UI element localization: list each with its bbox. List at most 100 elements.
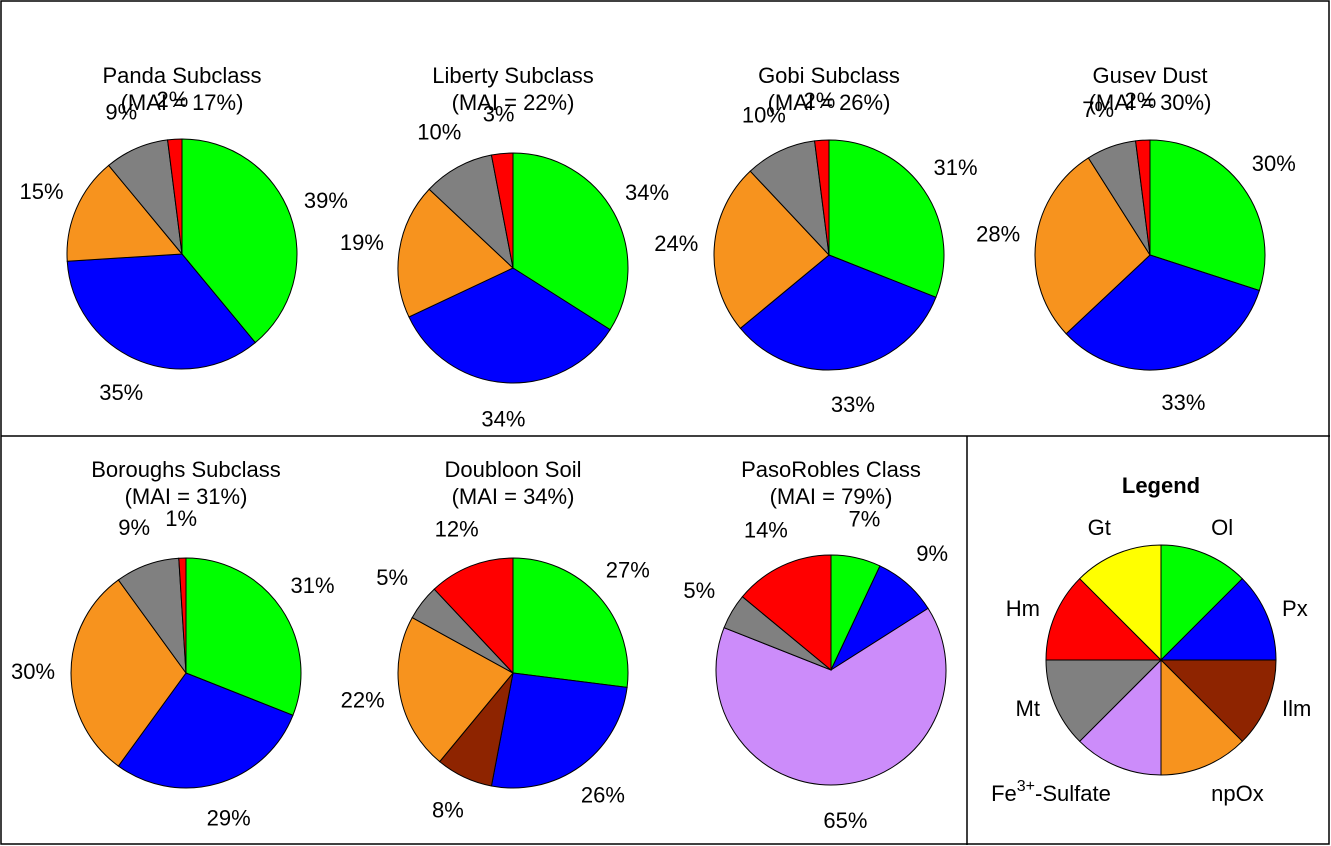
legend-swatch: [1045, 577, 1163, 661]
legend-label-part: Ilm: [1282, 696, 1311, 721]
pie-slice: [512, 557, 629, 688]
pie-slice: [512, 152, 629, 331]
slice-label: 30%: [1252, 151, 1296, 176]
slice-label: 27%: [606, 558, 650, 583]
legend-label-part: Hm: [1006, 596, 1040, 621]
slice-label: 2%: [156, 87, 188, 112]
slice-label: 10%: [742, 102, 786, 127]
pie-slice: [185, 557, 302, 716]
slice-label: 7%: [848, 506, 880, 531]
pie-slice: [1034, 157, 1151, 335]
slice-label: 3%: [483, 101, 515, 126]
pie-slice: [397, 188, 514, 318]
pie-slice: [814, 139, 830, 256]
pie-slice: [408, 267, 611, 384]
pie-slice: [181, 138, 298, 344]
pie-slice: [167, 138, 183, 255]
legend-swatch: [1160, 658, 1244, 776]
slice-label: 14%: [744, 517, 788, 542]
pie-slice: [1149, 139, 1266, 292]
slice-label: 2%: [1124, 88, 1156, 113]
slice-label: 34%: [625, 180, 669, 205]
legend-label: Ilm: [1282, 696, 1311, 721]
slice-label: 10%: [417, 120, 461, 145]
pie-slice: [490, 152, 514, 269]
slice-label: 31%: [934, 155, 978, 180]
slice-label: 8%: [432, 797, 464, 822]
pie-slice: [66, 253, 257, 370]
slice-label: 31%: [291, 573, 335, 598]
chart-title: Gusev Dust: [1093, 63, 1208, 88]
chart-subtitle: (MAI = 34%): [452, 484, 575, 509]
pie-slice: [70, 579, 187, 767]
slice-label: 5%: [683, 578, 715, 603]
pie-slice: [741, 554, 832, 672]
legend-swatch: [1078, 544, 1162, 662]
pie-slice: [66, 164, 184, 262]
slice-label: 30%: [11, 659, 55, 684]
legend-swatch: [1159, 577, 1277, 661]
legend-label: npOx: [1211, 781, 1264, 806]
slice-label: 65%: [823, 808, 867, 833]
chart-subtitle: (MAI = 22%): [452, 90, 575, 115]
pie-slice: [713, 170, 830, 330]
slice-label: 34%: [481, 407, 525, 432]
pie-slice: [117, 672, 294, 789]
legend-label-part: Fe: [991, 781, 1017, 806]
legend-swatch: [1160, 544, 1244, 662]
pie-slice: [490, 672, 628, 789]
chart-subtitle: (MAI = 30%): [1089, 90, 1212, 115]
chart-title: Liberty Subclass: [432, 63, 593, 88]
legend-label: Px: [1282, 596, 1308, 621]
legend-label: Hm: [1006, 596, 1040, 621]
legend-title: Legend: [1122, 473, 1200, 498]
legend-label-part: Px: [1282, 596, 1308, 621]
slice-label: 29%: [207, 806, 251, 831]
chart-title: Panda Subclass: [103, 63, 262, 88]
slice-label: 28%: [976, 222, 1020, 247]
legend-label-part: 3+: [1017, 778, 1035, 795]
slice-label: 22%: [341, 687, 385, 712]
pie-slice: [749, 140, 830, 257]
slice-label: 2%: [803, 88, 835, 113]
pie-slice: [397, 616, 514, 763]
legend-label: Ol: [1211, 515, 1233, 540]
legend-swatch: [1078, 658, 1162, 776]
slice-label: 19%: [340, 230, 384, 255]
slice-label: 1%: [165, 506, 197, 531]
slice-label: 5%: [376, 565, 408, 590]
pie-slice: [1065, 254, 1261, 371]
slice-label: 39%: [304, 188, 348, 213]
pie-slice: [433, 557, 514, 675]
slice-label: 26%: [581, 783, 625, 808]
slice-label: 35%: [99, 380, 143, 405]
slice-label: 15%: [20, 179, 64, 204]
pie-slice: [178, 557, 187, 674]
legend-label-part: Gt: [1088, 515, 1111, 540]
legend-swatch: [1159, 659, 1277, 743]
pie-slice: [715, 607, 947, 786]
chart-subtitle: (MAI = 26%): [768, 90, 891, 115]
chart-title: Boroughs Subclass: [91, 457, 281, 482]
legend-label-part: Mt: [1016, 696, 1040, 721]
pie-slice: [428, 154, 514, 270]
slice-label: 12%: [435, 517, 479, 542]
chart-title: Gobi Subclass: [758, 63, 900, 88]
slice-label: 9%: [916, 541, 948, 566]
chart-subtitle: (MAI = 31%): [125, 484, 248, 509]
slice-label: 33%: [831, 392, 875, 417]
slice-label: 9%: [105, 99, 137, 124]
slice-label: 7%: [1082, 97, 1114, 122]
slice-label: 33%: [1161, 390, 1205, 415]
chart-title: Doubloon Soil: [445, 457, 582, 482]
legend-label: Mt: [1016, 696, 1040, 721]
pie-slice: [828, 139, 945, 298]
pie-slice: [1135, 139, 1151, 256]
chart-subtitle: (MAI = 17%): [121, 90, 244, 115]
legend-label-part: -Sulfate: [1035, 781, 1111, 806]
chart-title: PasoRobles Class: [741, 457, 921, 482]
legend-label-part: Ol: [1211, 515, 1233, 540]
legend-label: Fe3+-Sulfate: [991, 778, 1111, 806]
